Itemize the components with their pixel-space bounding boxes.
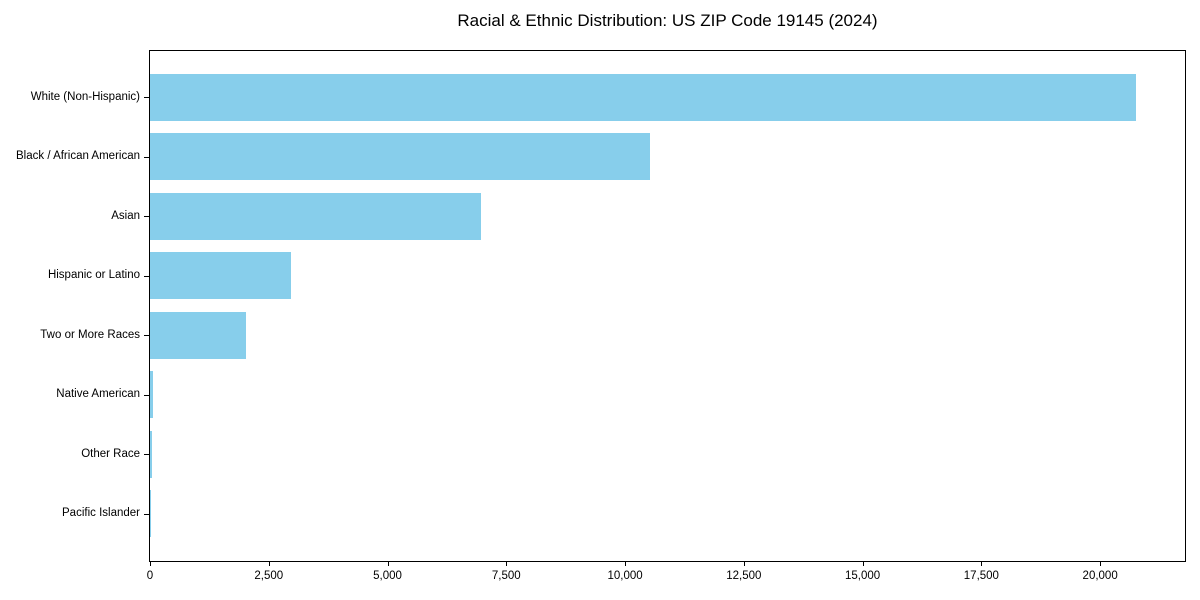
bar bbox=[150, 73, 1136, 121]
category-label: Pacific Islander bbox=[62, 507, 140, 520]
category-label: Asian bbox=[111, 209, 140, 222]
x-tick-mark bbox=[743, 562, 745, 566]
x-tick-label: 12,500 bbox=[726, 570, 762, 582]
x-tick-label: 17,500 bbox=[963, 570, 999, 582]
x-tick-mark bbox=[268, 562, 270, 566]
category-label: Native American bbox=[56, 388, 140, 401]
bar bbox=[150, 311, 246, 359]
category-label: Hispanic or Latino bbox=[47, 269, 140, 282]
x-tick-label: 0 bbox=[146, 570, 154, 582]
x-tick-mark bbox=[862, 562, 864, 566]
x-tick-label: 7,500 bbox=[491, 570, 521, 582]
x-tick-mark bbox=[150, 562, 151, 566]
x-tick-mark bbox=[981, 562, 983, 566]
category-label: Two or More Races bbox=[40, 328, 140, 341]
x-tick-label: 20,000 bbox=[1082, 570, 1118, 582]
chart-title: Racial & Ethnic Distribution: US ZIP Cod… bbox=[457, 11, 878, 30]
x-tick-mark bbox=[625, 562, 627, 566]
x-tick-label: 2,500 bbox=[254, 570, 284, 582]
y-tick-mark bbox=[144, 513, 149, 515]
category-label: Other Race bbox=[81, 447, 140, 460]
x-tick-mark bbox=[387, 562, 389, 566]
bar bbox=[150, 430, 153, 478]
bar bbox=[150, 192, 481, 240]
y-tick-mark bbox=[144, 394, 149, 396]
x-tick-mark bbox=[506, 562, 508, 566]
y-tick-mark bbox=[144, 275, 149, 277]
bar bbox=[150, 252, 291, 300]
bar bbox=[150, 371, 153, 419]
y-tick-mark bbox=[144, 454, 149, 456]
y-tick-mark bbox=[144, 156, 149, 158]
plot-area bbox=[149, 50, 1186, 562]
x-tick-label: 10,000 bbox=[607, 570, 643, 582]
y-tick-mark bbox=[144, 97, 149, 98]
x-tick-label: 5,000 bbox=[373, 570, 402, 582]
category-label: White (Non-Hispanic) bbox=[30, 90, 140, 103]
category-label: Black / African American bbox=[16, 150, 140, 163]
y-tick-mark bbox=[144, 216, 149, 218]
x-tick-mark bbox=[1100, 562, 1102, 566]
bar bbox=[150, 133, 651, 181]
y-tick-mark bbox=[144, 335, 149, 337]
x-tick-label: 15,000 bbox=[845, 570, 881, 582]
